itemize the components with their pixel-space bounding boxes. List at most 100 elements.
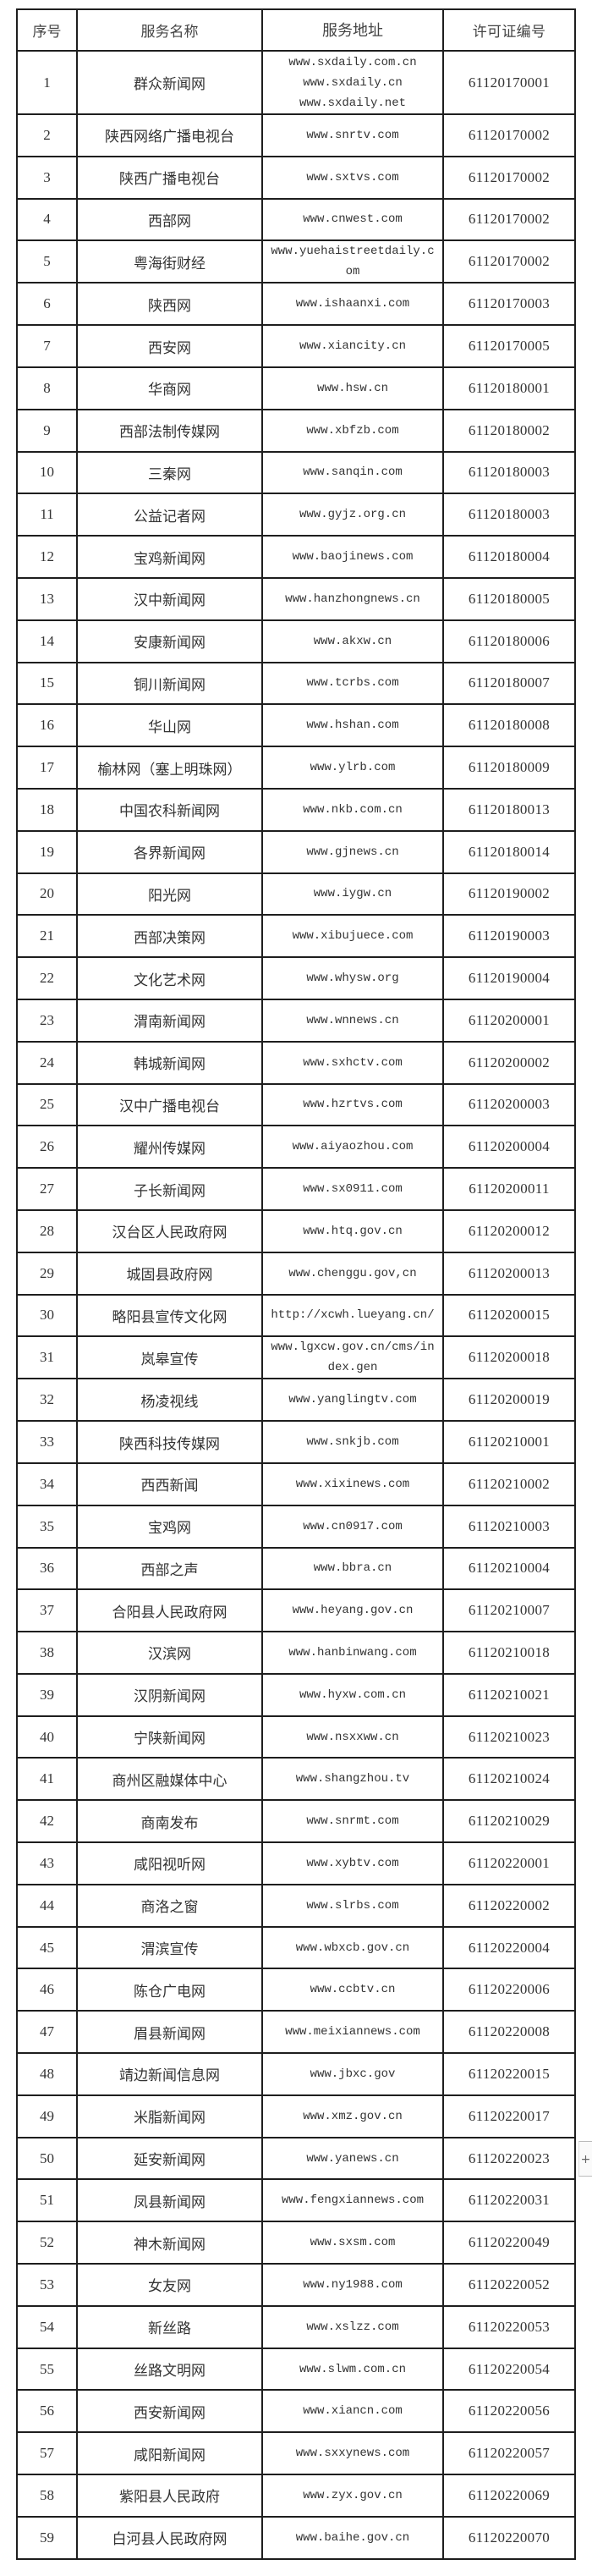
table-header-row: 序号 服务名称 服务地址 许可证编号 — [16, 8, 576, 52]
service-address-cell: http://xcwh.lueyang.cn/ — [261, 1293, 444, 1338]
service-address-cell: www.yuehaistreetdaily.c om — [261, 239, 444, 284]
service-address-cell: www.snrmt.com — [261, 1799, 444, 1844]
service-address-cell: www.shangzhou.tv — [261, 1757, 444, 1802]
table-row: 31 岚皋宣传 www.lgxcw.gov.cn/cms/in dex.gen 611… — [16, 1335, 576, 1380]
license-number-cell: 61120210029 — [442, 1799, 576, 1844]
license-number-cell: 61120180003 — [442, 493, 576, 537]
serial-number-cell: 38 — [16, 1631, 78, 1675]
service-address-cell: www.hanzhongnews.cn — [261, 576, 444, 621]
serial-number-cell: 20 — [16, 872, 78, 916]
header-service-name: 服务名称 — [76, 8, 263, 52]
table-row: 46 陈仓广电网 www.ccbtv.cn 61120220006 — [16, 1968, 576, 2012]
serial-number-cell: 5 — [16, 239, 78, 284]
serial-number-cell: 39 — [16, 1672, 78, 1717]
table-row: 43 咸阳视听网 www.xybtv.com 61120220001 — [16, 1841, 576, 1885]
service-address-cell: www.gyjz.org.cn — [261, 493, 444, 537]
license-number-cell: 61120190004 — [442, 956, 576, 1000]
license-number-cell: 61120210002 — [442, 1461, 576, 1506]
service-name-cell: 眉县新闻网 — [76, 2010, 263, 2055]
expand-button[interactable]: + — [578, 2141, 592, 2177]
table-row: 5 粤海街财经 www.yuehaistreetdaily.c om 61120170… — [16, 239, 576, 284]
license-number-cell: 61120220023 — [442, 2136, 576, 2181]
service-address-cell: www.cnwest.com — [261, 197, 444, 242]
service-address-cell: www.hanbinwang.com — [261, 1631, 444, 1675]
license-number-cell: 61120210024 — [442, 1757, 576, 1802]
service-name-cell: 渭滨宣传 — [76, 1925, 263, 1970]
table-row: 39 汉阴新闻网 www.hyxw.com.cn 61120210021 — [16, 1672, 576, 1717]
license-number-cell: 61120220053 — [442, 2304, 576, 2349]
serial-number-cell: 40 — [16, 1715, 78, 1759]
table-row: 12 宝鸡新闻网 www.baojinews.com 61120180004 — [16, 535, 576, 579]
serial-number-cell: 52 — [16, 2221, 78, 2265]
service-name-cell: 陕西广播电视台 — [76, 155, 263, 200]
serial-number-cell: 29 — [16, 1251, 78, 1296]
service-address-cell: www.lgxcw.gov.cn/cms/in dex.gen — [261, 1335, 444, 1380]
service-name-cell: 商洛之窗 — [76, 1883, 263, 1928]
service-name-cell: 商南发布 — [76, 1799, 263, 1844]
service-address-cell: www.ny1988.com — [261, 2263, 444, 2307]
service-name-cell: 汉台区人民政府网 — [76, 1208, 263, 1253]
service-address-cell: www.snkjb.com — [261, 1420, 444, 1464]
license-number-cell: 61120220031 — [442, 2178, 576, 2223]
service-name-cell: 宝鸡网 — [76, 1504, 263, 1549]
license-number-cell: 61120210023 — [442, 1715, 576, 1759]
table-row: 37 合阳县人民政府网 www.heyang.gov.cn 61120210007 — [16, 1588, 576, 1633]
license-number-cell: 61120210018 — [442, 1631, 576, 1675]
serial-number-cell: 58 — [16, 2474, 78, 2518]
serial-number-cell: 17 — [16, 746, 78, 790]
service-address-cell: www.baojinews.com — [261, 535, 444, 579]
serial-number-cell: 49 — [16, 2094, 78, 2138]
serial-number-cell: 22 — [16, 956, 78, 1000]
license-number-cell: 61120180006 — [442, 619, 576, 663]
serial-number-cell: 9 — [16, 408, 78, 453]
service-name-cell: 汉中新闻网 — [76, 576, 263, 621]
service-name-cell: 咸阳视听网 — [76, 1841, 263, 1885]
header-license-number: 许可证编号 — [442, 8, 576, 52]
serial-number-cell: 32 — [16, 1378, 78, 1423]
license-number-cell: 61120220052 — [442, 2263, 576, 2307]
license-number-cell: 61120180005 — [442, 576, 576, 621]
table-row: 4 西部网 www.cnwest.com 61120170002 — [16, 197, 576, 242]
service-name-cell: 陕西网 — [76, 282, 263, 327]
service-name-cell: 韩城新闻网 — [76, 1040, 263, 1085]
serial-number-cell: 37 — [16, 1588, 78, 1633]
service-name-cell: 女友网 — [76, 2263, 263, 2307]
table-row: 3 陕西广播电视台 www.sxtvs.com 61120170002 — [16, 155, 576, 200]
service-address-cell: www.yanews.cn — [261, 2136, 444, 2181]
serial-number-cell: 25 — [16, 1082, 78, 1127]
table-row: 56 西安新闻网 www.xiancn.com 61120220056 — [16, 2389, 576, 2434]
license-number-cell: 61120180008 — [442, 703, 576, 748]
serial-number-cell: 48 — [16, 2052, 78, 2096]
service-name-cell: 岚皋宣传 — [76, 1335, 263, 1380]
serial-number-cell: 7 — [16, 324, 78, 368]
license-number-cell: 61120180004 — [442, 535, 576, 579]
license-number-cell: 61120190002 — [442, 872, 576, 916]
license-number-cell: 61120210001 — [442, 1420, 576, 1464]
serial-number-cell: 15 — [16, 661, 78, 706]
serial-number-cell: 54 — [16, 2304, 78, 2349]
service-address-cell: www.htq.gov.cn — [261, 1208, 444, 1253]
service-address-cell: www.iygw.cn — [261, 872, 444, 916]
serial-number-cell: 12 — [16, 535, 78, 579]
table-row: 55 丝路文明网 www.slwm.com.cn 61120220054 — [16, 2347, 576, 2392]
service-address-cell: www.zyx.gov.cn — [261, 2474, 444, 2518]
license-number-cell: 61120220017 — [442, 2094, 576, 2138]
license-number-cell: 61120190003 — [442, 914, 576, 959]
table-body: 1 群众新闻网 www.sxdaily.com.cn www.sxdaily.cn … — [16, 50, 576, 2560]
service-address-cell: www.yanglingtv.com — [261, 1378, 444, 1423]
license-number-cell: 61120220004 — [442, 1925, 576, 1970]
service-address-cell: www.ccbtv.cn — [261, 1968, 444, 2012]
serial-number-cell: 59 — [16, 2515, 78, 2560]
service-address-cell: www.sxhctv.com — [261, 1040, 444, 1085]
service-address-cell: www.ylrb.com — [261, 746, 444, 790]
license-number-cell: 61120200011 — [442, 1167, 576, 1211]
license-number-cell: 61120170002 — [442, 197, 576, 242]
table-row: 34 西西新闻 www.xixinews.com 61120210002 — [16, 1461, 576, 1506]
serial-number-cell: 10 — [16, 450, 78, 495]
serial-number-cell: 30 — [16, 1293, 78, 1338]
service-address-cell: www.xslzz.com — [261, 2304, 444, 2349]
license-number-cell: 61120200012 — [442, 1208, 576, 1253]
table-row: 25 汉中广播电视台 www.hzrtvs.com 61120200003 — [16, 1082, 576, 1127]
table-row: 53 女友网 www.ny1988.com 61120220052 — [16, 2263, 576, 2307]
license-number-cell: 61120220057 — [442, 2431, 576, 2476]
